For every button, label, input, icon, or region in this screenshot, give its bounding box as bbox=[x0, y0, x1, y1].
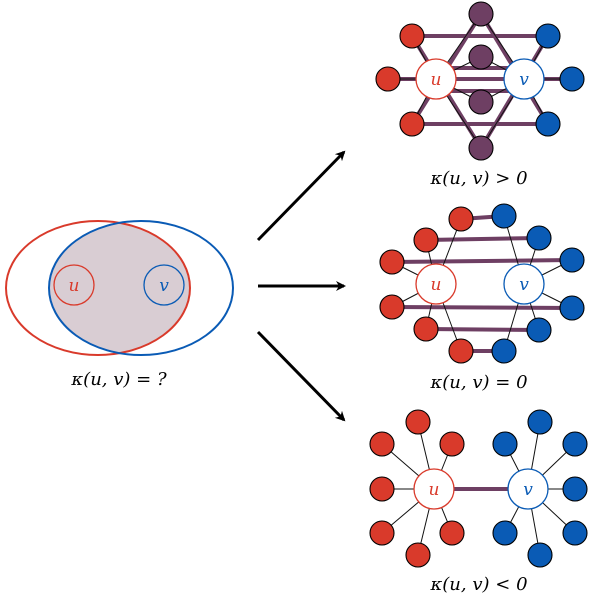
venn-blue-ellipse bbox=[48, 220, 234, 356]
arrow-to-negative bbox=[256, 330, 346, 422]
arrows bbox=[256, 150, 346, 422]
neighbor-v bbox=[491, 338, 517, 364]
neighbor-v bbox=[492, 431, 518, 457]
venn-u-label: u bbox=[69, 276, 80, 296]
shared-neighbor bbox=[468, 1, 494, 27]
caption-positive: κ(u, v) > 0 bbox=[429, 168, 527, 189]
neighbor-u bbox=[405, 542, 431, 568]
shared-neighbor bbox=[468, 89, 494, 115]
shared-neighbor bbox=[468, 44, 494, 70]
neighbor-u bbox=[405, 409, 431, 435]
caption-zero: κ(u, v) = 0 bbox=[429, 372, 527, 393]
node-v bbox=[503, 263, 545, 305]
neighbor-u bbox=[439, 520, 465, 546]
neighbor-v bbox=[559, 247, 585, 273]
neighbor-v bbox=[559, 66, 585, 92]
neighbor-u bbox=[439, 431, 465, 457]
node-u-label: u bbox=[429, 480, 440, 500]
neighbor-v bbox=[526, 225, 552, 251]
node-u bbox=[415, 58, 457, 100]
neighbor-u bbox=[413, 227, 439, 253]
neighbor-v bbox=[559, 295, 585, 321]
venn-v-node bbox=[143, 264, 185, 306]
neighbor-u bbox=[369, 431, 395, 457]
venn-diagram: u v κ(u, v) = ? bbox=[5, 220, 234, 390]
node-v-label: v bbox=[519, 275, 529, 295]
neighbor-u bbox=[448, 206, 474, 232]
neighbor-v bbox=[492, 520, 518, 546]
match-link bbox=[424, 327, 541, 332]
node-u bbox=[415, 263, 457, 305]
node-u-label: u bbox=[431, 275, 442, 295]
neighbor-u bbox=[413, 316, 439, 342]
neighbor-v bbox=[491, 203, 517, 229]
neighbor-u bbox=[369, 520, 395, 546]
node-u bbox=[413, 468, 455, 510]
neighbor-u bbox=[399, 111, 425, 137]
neighbor-v bbox=[527, 409, 553, 435]
neighbor-u bbox=[399, 23, 425, 49]
caption-question: κ(u, v) = ? bbox=[70, 369, 167, 390]
match-link bbox=[390, 258, 574, 264]
neighbor-v bbox=[535, 23, 561, 49]
neighbor-u bbox=[369, 476, 395, 502]
caption-negative: κ(u, v) < 0 bbox=[429, 574, 527, 595]
shared-neighbor bbox=[468, 135, 494, 161]
neighbor-u bbox=[448, 338, 474, 364]
neighbor-v bbox=[562, 476, 588, 502]
neighbor-v bbox=[562, 520, 588, 546]
venn-red-ellipse bbox=[5, 220, 191, 356]
venn-v-label: v bbox=[159, 276, 169, 296]
neighbor-u bbox=[379, 249, 405, 275]
neighbor-u bbox=[375, 66, 401, 92]
node-v-label: v bbox=[519, 70, 529, 90]
neighbor-v bbox=[527, 542, 553, 568]
venn-u-node bbox=[53, 264, 95, 306]
neighbor-v bbox=[526, 317, 552, 343]
node-v bbox=[507, 468, 549, 510]
neighbor-v bbox=[562, 431, 588, 457]
node-v-label: v bbox=[523, 480, 533, 500]
node-u-label: u bbox=[431, 70, 442, 90]
match-link bbox=[390, 305, 574, 310]
neighbor-v bbox=[535, 111, 561, 137]
match-link bbox=[424, 236, 541, 242]
arrow-to-positive bbox=[256, 150, 346, 242]
neighbor-u bbox=[379, 294, 405, 320]
node-v bbox=[503, 58, 545, 100]
